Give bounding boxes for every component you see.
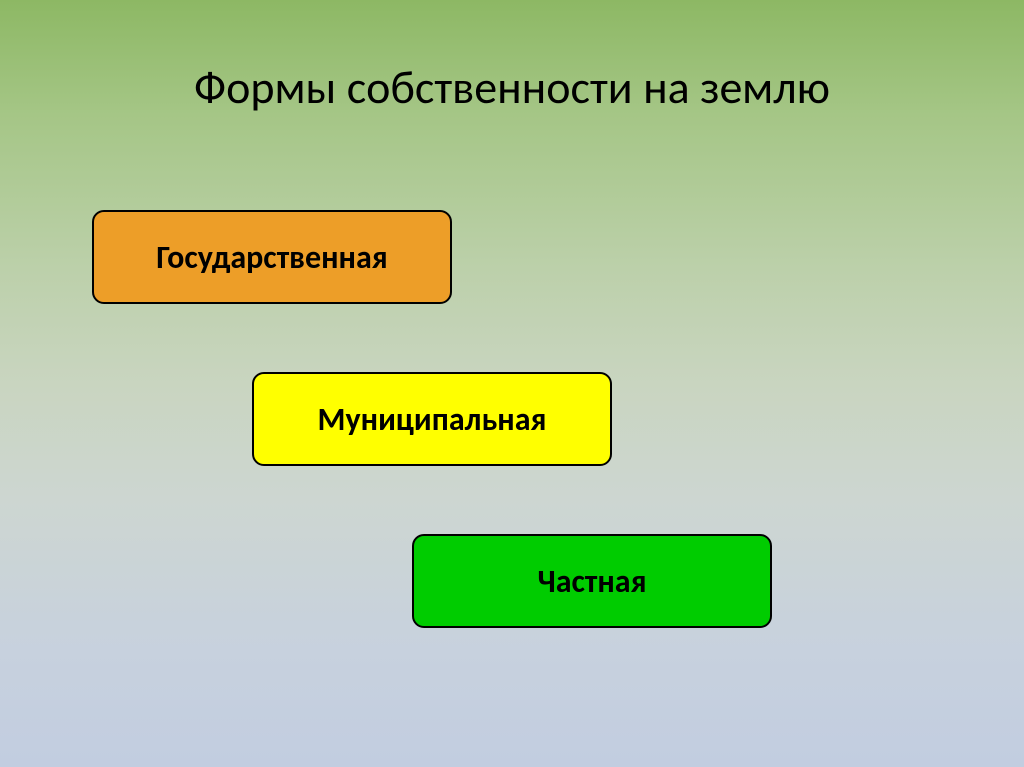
box-label: Муниципальная bbox=[318, 400, 547, 439]
box-municipal-ownership: Муниципальная bbox=[252, 372, 612, 466]
slide-title: Формы собственности на землю bbox=[0, 60, 1024, 116]
box-private-ownership: Частная bbox=[412, 534, 772, 628]
box-state-ownership: Государственная bbox=[92, 210, 452, 304]
box-label: Государственная bbox=[156, 238, 387, 277]
box-label: Частная bbox=[537, 562, 646, 601]
